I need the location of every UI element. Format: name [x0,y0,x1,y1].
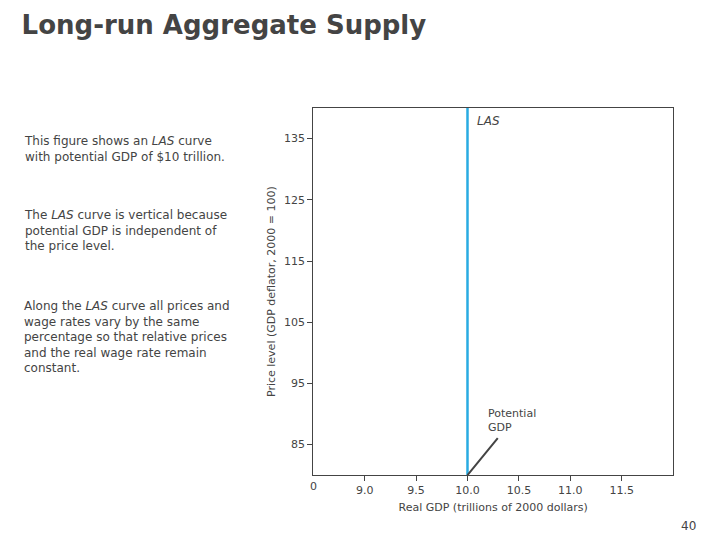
svg-text:125: 125 [284,194,305,207]
svg-text:Real GDP (trillions of 2000 do: Real GDP (trillions of 2000 dollars) [399,501,588,514]
svg-text:85: 85 [291,438,305,451]
svg-text:Price level (GDP deflator, 200: Price level (GDP deflator, 2000 = 100) [265,186,278,397]
svg-text:0: 0 [310,480,317,493]
svg-text:135: 135 [284,132,305,145]
svg-text:Along the LAS curve all prices: Along the LAS curve all prices andwage r… [24,299,230,375]
svg-text:105: 105 [284,316,305,329]
svg-text:Long-run Aggregate Supply: Long-run Aggregate Supply [22,10,427,40]
svg-text:11.5: 11.5 [610,484,635,497]
svg-text:95: 95 [291,377,305,390]
svg-text:LAS: LAS [477,114,500,128]
svg-text:10.0: 10.0 [455,484,480,497]
svg-text:9.5: 9.5 [407,484,425,497]
svg-text:40: 40 [681,519,696,533]
svg-text:11.0: 11.0 [558,484,583,497]
svg-text:PotentialGDP: PotentialGDP [488,407,536,434]
svg-text:The LAS curve is vertical beca: The LAS curve is vertical becausepotenti… [24,208,227,253]
svg-text:This figure shows an LAS curve: This figure shows an LAS curvewith poten… [24,134,225,164]
svg-text:9.0: 9.0 [356,484,374,497]
svg-text:10.5: 10.5 [507,484,532,497]
svg-text:115: 115 [284,255,305,268]
